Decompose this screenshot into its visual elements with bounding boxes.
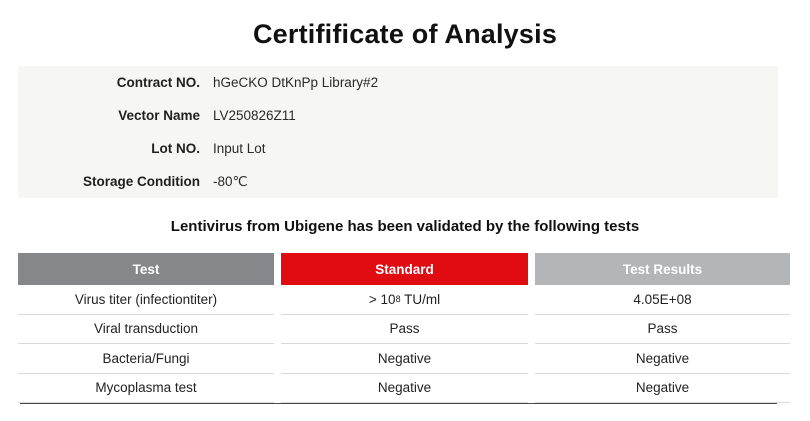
table-cell-test: Bacteria/Fungi [18, 344, 274, 374]
table-cell-result: Negative [535, 344, 790, 374]
info-value: LV250826Z11 [213, 108, 296, 123]
validation-subtitle: Lentivirus from Ubigene has been validat… [170, 218, 640, 235]
info-row-lot: Lot NO. Input Lot [18, 132, 778, 165]
table-header-results: Test Results [535, 253, 790, 285]
info-label: Vector Name [118, 108, 200, 123]
info-label: Lot NO. [151, 141, 200, 156]
table-cell-result: Pass [535, 315, 790, 344]
table-cell-result: Negative [535, 374, 790, 403]
info-value: hGeCKO DtKnPp Library#2 [213, 75, 379, 90]
table-row-bacteria-fungi: Bacteria/Fungi Negative Negative [18, 344, 790, 374]
table-bottom-border [20, 403, 777, 404]
info-row-contract: Contract NO. hGeCKO DtKnPp Library#2 [18, 66, 778, 99]
table-cell-standard: Pass [281, 315, 528, 344]
table-cell-standard: Negative [281, 374, 528, 403]
page-title: Certifificate of Analysis [252, 19, 558, 49]
table-row-virus-titer: Virus titer (infectiontiter) > 10 8 TU/ml… [18, 285, 790, 315]
table-header-standard: Standard [281, 253, 528, 285]
table-header-row: Test Standard Test Results [18, 253, 790, 285]
table-cell-test: Virus titer (infectiontiter) [18, 285, 274, 315]
table-row-mycoplasma: Mycoplasma test Negative Negative [18, 374, 790, 403]
info-row-storage: Storage Condition -80℃ [18, 165, 778, 198]
info-label: Storage Condition [83, 174, 200, 189]
standard-prefix: > 10 [368, 291, 396, 307]
info-row-vector-name: Vector Name LV250826Z11 [18, 99, 778, 132]
info-value: -80℃ [213, 173, 248, 189]
table-row-viral-transduction: Viral transduction Pass Pass [18, 315, 790, 344]
standard-suffix: TU/ml [400, 291, 441, 307]
info-value: Input Lot [213, 141, 266, 156]
table-cell-standard: Negative [281, 344, 528, 374]
table-cell-standard: > 10 8 TU/ml [281, 285, 528, 315]
table-cell-result: 4.05E+08 [535, 285, 790, 315]
table-cell-test: Mycoplasma test [18, 374, 274, 403]
table-header-test: Test [18, 253, 274, 285]
results-table: Test Standard Test Results Virus titer (… [18, 253, 790, 404]
table-cell-test: Viral transduction [18, 315, 274, 344]
info-label: Contract NO. [116, 75, 200, 90]
info-box: Contract NO. hGeCKO DtKnPp Library#2 Vec… [18, 66, 778, 198]
